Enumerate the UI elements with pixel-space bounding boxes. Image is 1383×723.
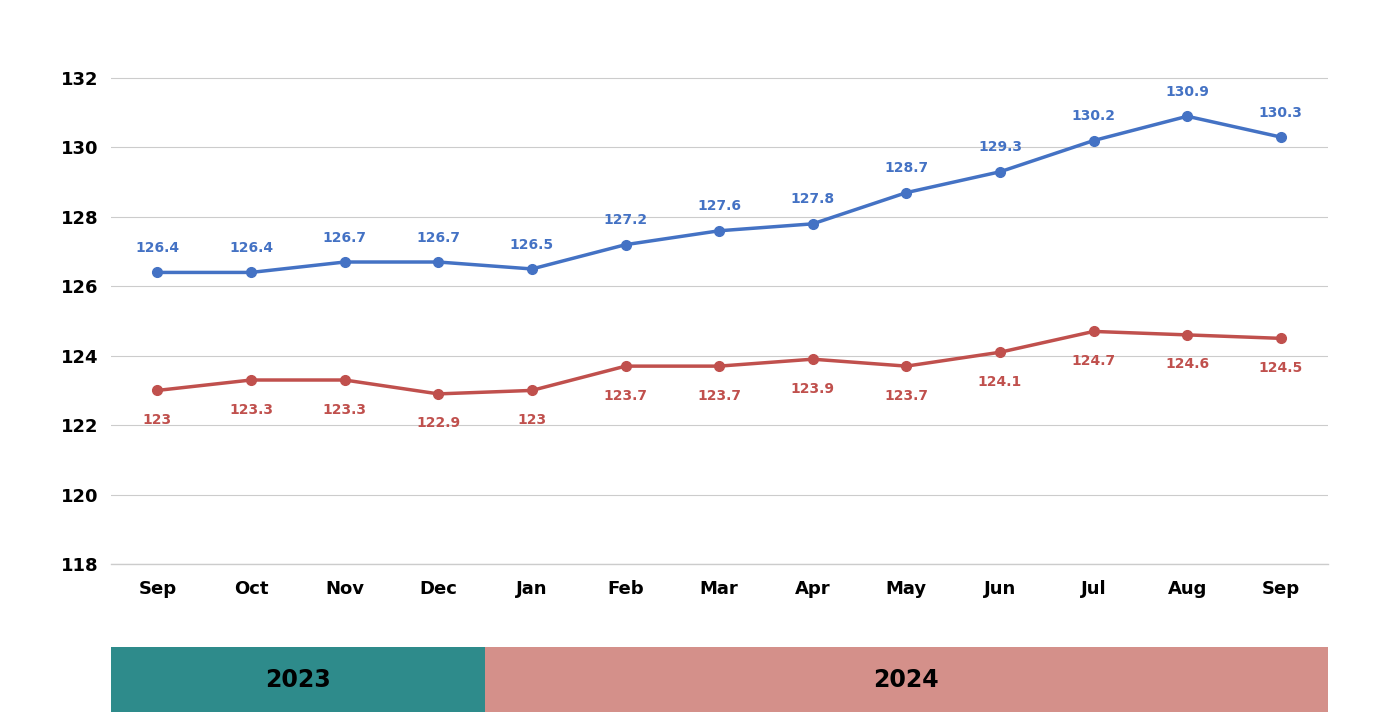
Text: 123.7: 123.7 bbox=[697, 389, 741, 403]
Text: 128.7: 128.7 bbox=[884, 161, 928, 175]
Text: 127.2: 127.2 bbox=[603, 213, 647, 227]
Text: 122.9: 122.9 bbox=[416, 416, 461, 430]
Text: 123.9: 123.9 bbox=[791, 382, 835, 395]
Text: 127.6: 127.6 bbox=[697, 200, 741, 213]
Text: 124.7: 124.7 bbox=[1072, 354, 1116, 368]
Text: 130.3: 130.3 bbox=[1259, 106, 1303, 120]
Text: 123.7: 123.7 bbox=[884, 389, 928, 403]
Bar bbox=[485, 647, 1328, 712]
Text: 2023: 2023 bbox=[266, 667, 331, 692]
Text: 2024: 2024 bbox=[874, 667, 939, 692]
Text: 126.5: 126.5 bbox=[510, 238, 555, 252]
Text: 123.3: 123.3 bbox=[322, 403, 366, 416]
Text: 130.2: 130.2 bbox=[1072, 109, 1116, 123]
Text: 123: 123 bbox=[517, 413, 546, 427]
Text: 124.5: 124.5 bbox=[1259, 361, 1303, 375]
Text: 123.7: 123.7 bbox=[603, 389, 647, 403]
Text: 126.7: 126.7 bbox=[322, 231, 366, 244]
Text: 129.3: 129.3 bbox=[978, 140, 1022, 155]
Text: 127.8: 127.8 bbox=[791, 192, 835, 207]
Text: 124.6: 124.6 bbox=[1166, 357, 1209, 372]
Text: 126.4: 126.4 bbox=[136, 241, 180, 255]
Bar bbox=[111, 647, 485, 712]
Text: 126.4: 126.4 bbox=[230, 241, 272, 255]
Text: 130.9: 130.9 bbox=[1166, 85, 1209, 99]
Text: 123: 123 bbox=[142, 413, 171, 427]
Text: 126.7: 126.7 bbox=[416, 231, 461, 244]
Text: 124.1: 124.1 bbox=[978, 375, 1022, 389]
Legend: Mountain Province, CAR: Mountain Province, CAR bbox=[530, 668, 909, 701]
Text: 123.3: 123.3 bbox=[230, 403, 272, 416]
